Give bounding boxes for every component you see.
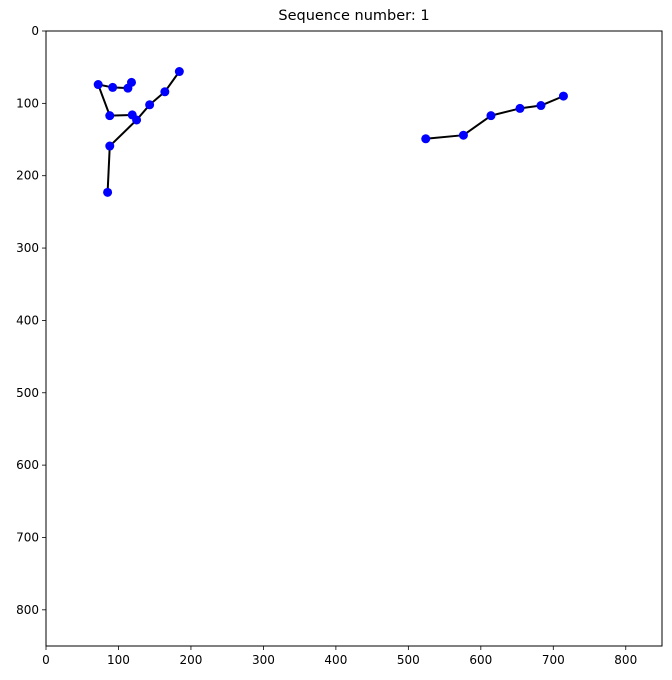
skeleton-segment: [462, 114, 492, 137]
x-tick-label: 500: [397, 653, 420, 667]
keypoint: [160, 87, 170, 97]
skeleton-segment: [490, 107, 521, 117]
y-tick-label: 100: [16, 96, 39, 110]
keypoint: [105, 141, 115, 151]
y-tick-label: 200: [16, 169, 39, 183]
skeleton-segment: [106, 145, 111, 193]
plot-frame: [45, 30, 663, 647]
y-tick-label: 700: [16, 530, 39, 544]
skeleton-segment: [97, 84, 111, 117]
y-tick-label: 300: [16, 241, 39, 255]
keypoint: [93, 80, 103, 90]
keypoints: [93, 67, 568, 197]
axis-ticks: 0 100 200 300 400 500 600 700 800 0 100 200 300 400 50…: [16, 24, 637, 667]
skeleton-segment: [109, 119, 138, 147]
keypoint: [174, 67, 184, 77]
keypoint: [421, 134, 431, 144]
chart-title: Sequence number: 1: [278, 8, 429, 24]
x-tick-label: 800: [614, 653, 637, 667]
keypoint: [105, 111, 115, 121]
y-tick-label: 600: [16, 458, 39, 472]
x-tick-label: 0: [42, 653, 50, 667]
x-tick-label: 400: [324, 653, 347, 667]
keypoint: [536, 101, 546, 111]
x-tick-label: 300: [252, 653, 275, 667]
y-tick-label: 800: [16, 603, 39, 617]
keypoint: [515, 103, 525, 113]
keypoint: [103, 187, 113, 197]
keypoint: [127, 77, 137, 87]
x-tick-label: 200: [179, 653, 202, 667]
x-tick-label: 600: [469, 653, 492, 667]
y-tick-label: 400: [16, 313, 39, 327]
keypoint: [486, 111, 496, 121]
y-tick-label: 0: [31, 24, 39, 38]
keypoint: [558, 91, 568, 101]
skeleton-segment: [425, 134, 464, 140]
keypoint: [108, 82, 118, 92]
x-tick-label: 100: [107, 653, 130, 667]
keypoint: [145, 100, 155, 110]
y-tick-label: 500: [16, 386, 39, 400]
x-tick-label: 700: [542, 653, 565, 667]
keypoint: [132, 115, 142, 125]
keypoint: [458, 130, 468, 140]
